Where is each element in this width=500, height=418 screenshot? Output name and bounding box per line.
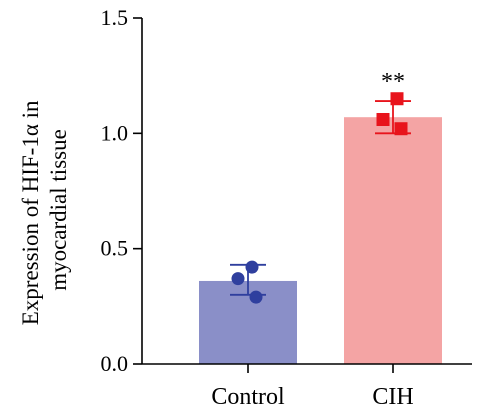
data-point: [231, 272, 245, 286]
y-axis-title: Expression of HIF-1α in myocardial tissu…: [18, 95, 71, 326]
data-points: **: [231, 69, 408, 304]
x-tick-label: Control: [211, 384, 285, 410]
significance-label: **: [381, 69, 405, 95]
bar-cih: [344, 117, 442, 364]
data-point: [249, 290, 263, 304]
bars: [199, 117, 442, 364]
x-tick-label: CIH: [372, 384, 413, 410]
y-axis-title-line1: Expression of HIF-1α in: [18, 100, 43, 325]
y-tick-label: 1.0: [101, 120, 129, 145]
data-point: [394, 122, 408, 136]
data-point: [245, 260, 259, 274]
y-tick-label: 0.5: [101, 236, 129, 261]
y-axis-title-line2: myocardial tissue: [46, 129, 71, 291]
y-tick-label: 1.5: [101, 5, 129, 30]
x-axis: Control CIH: [142, 363, 472, 410]
y-tick-label: 0.0: [101, 351, 129, 376]
data-point: [390, 92, 404, 106]
data-point: [376, 112, 390, 126]
y-axis: 0.0 0.5 1.0 1.5: [101, 5, 143, 376]
